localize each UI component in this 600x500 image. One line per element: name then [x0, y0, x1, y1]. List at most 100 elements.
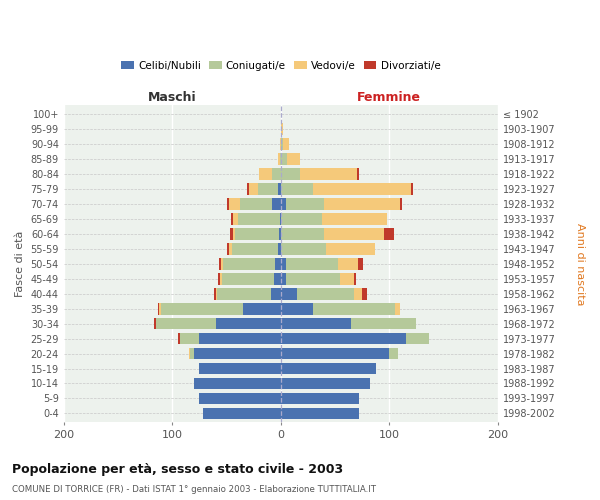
- Bar: [229, 198, 239, 210]
- Bar: [233, 213, 238, 225]
- Bar: [326, 243, 375, 254]
- Bar: [190, 348, 194, 360]
- Bar: [281, 258, 286, 270]
- Bar: [154, 318, 156, 330]
- Bar: [357, 168, 359, 180]
- Bar: [286, 198, 324, 210]
- Bar: [281, 168, 301, 180]
- Bar: [278, 183, 281, 195]
- Bar: [400, 198, 403, 210]
- Text: Popolazione per età, sesso e stato civile - 2003: Popolazione per età, sesso e stato civil…: [12, 462, 343, 475]
- Bar: [218, 273, 220, 284]
- Bar: [301, 168, 357, 180]
- Bar: [272, 168, 281, 180]
- Bar: [275, 258, 281, 270]
- Bar: [281, 303, 313, 314]
- Bar: [161, 303, 243, 314]
- Bar: [272, 198, 281, 210]
- Bar: [219, 258, 221, 270]
- Bar: [324, 198, 400, 210]
- Bar: [411, 183, 413, 195]
- Bar: [203, 408, 281, 419]
- Bar: [281, 228, 324, 239]
- Bar: [156, 318, 216, 330]
- Bar: [358, 258, 363, 270]
- Bar: [229, 243, 232, 254]
- Bar: [313, 183, 411, 195]
- Bar: [227, 198, 229, 210]
- Bar: [281, 288, 297, 300]
- Bar: [278, 243, 281, 254]
- Text: COMUNE DI TORRICE (FR) - Dati ISTAT 1° gennaio 2003 - Elaborazione TUTTITALIA.IT: COMUNE DI TORRICE (FR) - Dati ISTAT 1° g…: [12, 485, 376, 494]
- Text: Maschi: Maschi: [148, 92, 197, 104]
- Bar: [231, 213, 233, 225]
- Bar: [227, 243, 229, 254]
- Bar: [220, 273, 222, 284]
- Bar: [395, 303, 400, 314]
- Bar: [340, 273, 353, 284]
- Bar: [280, 213, 281, 225]
- Bar: [384, 228, 394, 239]
- Bar: [362, 288, 367, 300]
- Bar: [221, 258, 223, 270]
- Bar: [281, 408, 359, 419]
- Bar: [239, 198, 272, 210]
- Bar: [283, 138, 289, 150]
- Bar: [194, 378, 281, 390]
- Bar: [216, 288, 217, 300]
- Bar: [281, 318, 352, 330]
- Bar: [281, 378, 370, 390]
- Bar: [259, 168, 272, 180]
- Bar: [281, 348, 389, 360]
- Bar: [406, 333, 430, 344]
- Bar: [389, 348, 398, 360]
- Y-axis label: Fasce di età: Fasce di età: [15, 230, 25, 297]
- Bar: [281, 362, 376, 374]
- Bar: [178, 333, 180, 344]
- Bar: [180, 333, 199, 344]
- Bar: [281, 333, 406, 344]
- Bar: [214, 288, 216, 300]
- Bar: [235, 228, 278, 239]
- Bar: [281, 198, 286, 210]
- Legend: Celibi/Nubili, Coniugati/e, Vedovi/e, Divorziati/e: Celibi/Nubili, Coniugati/e, Vedovi/e, Di…: [117, 56, 445, 75]
- Bar: [199, 362, 281, 374]
- Bar: [199, 333, 281, 344]
- Bar: [324, 228, 384, 239]
- Bar: [217, 288, 271, 300]
- Bar: [159, 303, 161, 314]
- Y-axis label: Anni di nascita: Anni di nascita: [575, 222, 585, 305]
- Bar: [281, 183, 313, 195]
- Bar: [280, 138, 281, 150]
- Bar: [281, 392, 359, 404]
- Bar: [158, 303, 159, 314]
- Bar: [278, 154, 280, 165]
- Bar: [216, 318, 281, 330]
- Bar: [230, 228, 233, 239]
- Bar: [280, 154, 281, 165]
- Text: Femmine: Femmine: [358, 92, 421, 104]
- Bar: [247, 183, 250, 195]
- Bar: [281, 154, 287, 165]
- Bar: [243, 303, 281, 314]
- Bar: [287, 154, 301, 165]
- Bar: [250, 183, 258, 195]
- Bar: [352, 318, 416, 330]
- Bar: [188, 348, 190, 360]
- Bar: [199, 392, 281, 404]
- Bar: [278, 228, 281, 239]
- Bar: [274, 273, 281, 284]
- Bar: [322, 213, 387, 225]
- Bar: [238, 213, 280, 225]
- Bar: [281, 138, 283, 150]
- Bar: [271, 288, 281, 300]
- Bar: [281, 243, 326, 254]
- Bar: [233, 228, 235, 239]
- Bar: [281, 124, 283, 135]
- Bar: [281, 273, 286, 284]
- Bar: [223, 258, 275, 270]
- Bar: [232, 243, 278, 254]
- Bar: [222, 273, 274, 284]
- Bar: [313, 303, 395, 314]
- Bar: [286, 273, 340, 284]
